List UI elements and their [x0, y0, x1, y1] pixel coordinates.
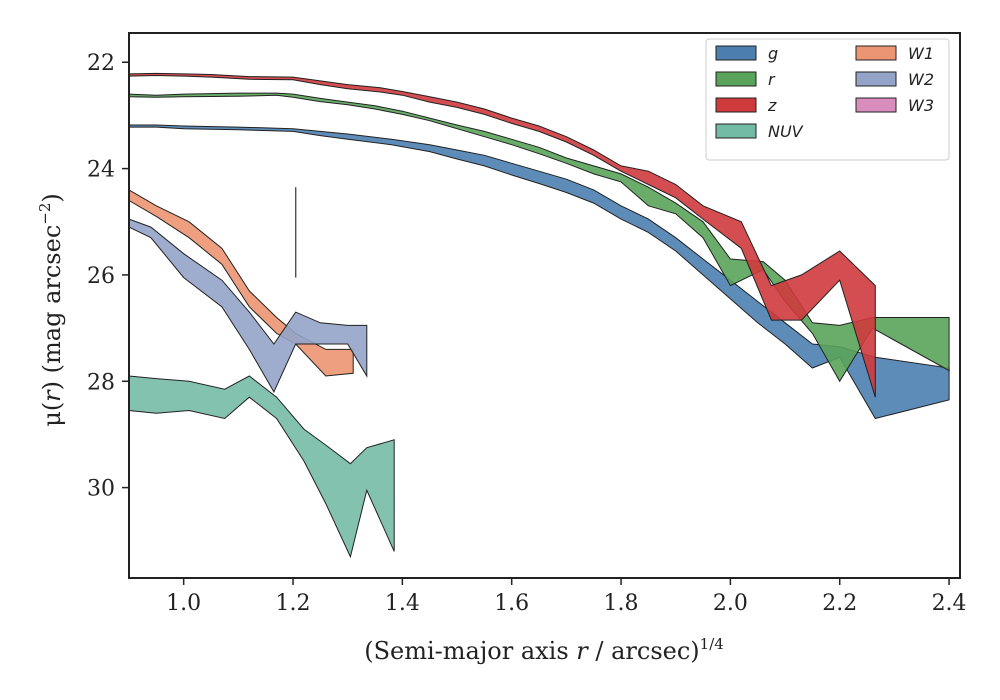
- legend-item-w3: W3: [855, 96, 934, 115]
- x-tick-label: 1.0: [166, 591, 201, 616]
- band-nuv: [128, 375, 395, 559]
- band-g: [128, 124, 950, 420]
- legend-item-w2: W2: [855, 70, 934, 89]
- y-tick-label: 24: [87, 158, 115, 183]
- legend-item-w1: W1: [855, 44, 934, 63]
- band-w1: [128, 189, 354, 377]
- x-tick-label: 2.4: [932, 591, 967, 616]
- y-axis-ticks: 22 24 26 28 30: [87, 51, 129, 502]
- series-bands: [128, 72, 950, 559]
- legend-swatch: [715, 97, 757, 113]
- band-z: [128, 72, 876, 398]
- x-tick-label: 1.8: [604, 591, 639, 616]
- legend-swatch: [715, 123, 757, 139]
- legend-item-z: z: [715, 96, 777, 115]
- legend-label: r: [768, 70, 776, 89]
- legend-swatch: [715, 71, 757, 87]
- legend: grz NUV W1 W2 W3: [705, 38, 950, 161]
- legend-label: NUV: [768, 122, 804, 141]
- y-tick-label: 30: [87, 477, 115, 502]
- x-axis-ticks: 1.0 1.2 1.4 1.6 1.8 2.0 2.2 2.4: [166, 578, 967, 616]
- plot-frame: [128, 32, 961, 579]
- y-tick-label: 28: [87, 370, 115, 395]
- y-axis-label: μ(r) (mag arcsec−2): [36, 193, 66, 427]
- legend-swatch: [715, 45, 757, 61]
- legend-item-nuv: NUV: [715, 122, 804, 141]
- x-tick-label: 1.2: [276, 591, 311, 616]
- band-r: [128, 92, 950, 383]
- y-tick-label: 22: [87, 51, 115, 76]
- legend-item-r: r: [715, 70, 776, 89]
- legend-swatch: [855, 97, 897, 113]
- band-w2: [128, 218, 368, 393]
- legend-label: W2: [908, 70, 934, 89]
- legend-swatch: [855, 45, 897, 61]
- x-tick-label: 2.2: [822, 591, 857, 616]
- x-tick-label: 1.6: [494, 591, 529, 616]
- legend-box: [705, 38, 950, 161]
- x-tick-label: 2.0: [713, 591, 748, 616]
- legend-label: W1: [908, 44, 934, 63]
- legend-label: W3: [908, 96, 934, 115]
- legend-item-g: g: [715, 44, 778, 63]
- legend-swatch: [855, 71, 897, 87]
- y-tick-label: 26: [87, 264, 115, 289]
- x-axis-label: (Semi-major axis r / arcsec)1/4: [364, 635, 724, 665]
- legend-label: g: [768, 44, 778, 63]
- legend-label: z: [767, 96, 777, 115]
- x-tick-label: 1.4: [385, 591, 420, 616]
